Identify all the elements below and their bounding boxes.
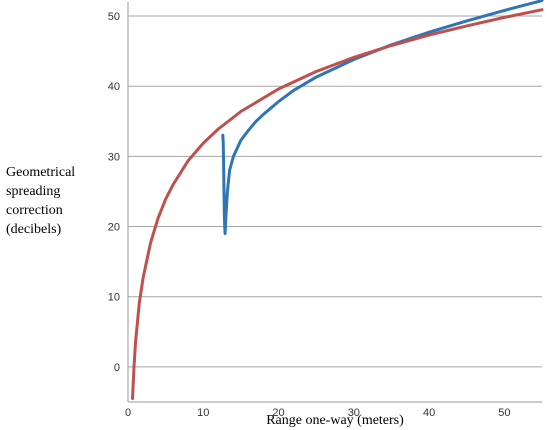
x-tick-label: 0	[125, 407, 131, 419]
x-tick-label: 40	[423, 407, 435, 419]
y-axis-title-line: spreading	[6, 184, 60, 199]
x-tick-labels: 0 10 20 30 40 50	[125, 407, 511, 419]
x-tick-label: 10	[197, 407, 209, 419]
series-line-2	[131, 8, 544, 400]
y-tick-label: 40	[108, 81, 120, 93]
y-axis-title: Geometrical spreading correction (decibels)	[6, 165, 75, 237]
x-tick-label: 20	[272, 407, 284, 419]
x-axis-title: Range one-way (meters)	[266, 413, 404, 428]
series-lines	[131, 0, 544, 400]
x-tick-label: 30	[348, 407, 360, 419]
series-line-1	[221, 0, 544, 236]
x-tick-label: 50	[498, 407, 510, 419]
y-tick-label: 10	[108, 292, 120, 304]
y-tick-label: 20	[108, 222, 120, 234]
y-axis-title-line: Geometrical	[6, 165, 75, 180]
y-tick-label: 30	[108, 151, 120, 163]
y-tick-label: 0	[114, 362, 120, 374]
y-tick-labels: 0 10 20 30 40 50	[108, 11, 120, 374]
y-tick-label: 50	[108, 11, 120, 23]
y-axis-title-line: correction	[6, 203, 63, 218]
y-axis-title-line: (decibels)	[6, 222, 62, 237]
gridlines	[128, 15, 542, 368]
